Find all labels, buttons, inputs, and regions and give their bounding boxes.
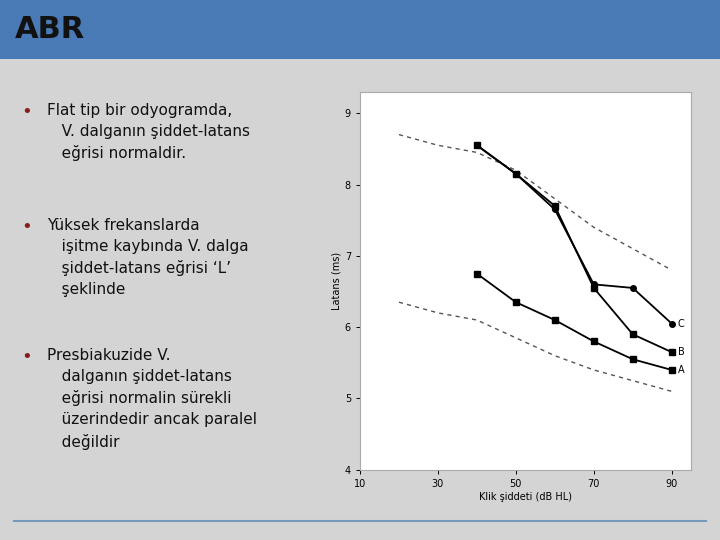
Text: ABR: ABR — [14, 15, 85, 44]
Text: •: • — [22, 218, 32, 236]
Text: •: • — [22, 348, 32, 366]
Text: C: C — [678, 319, 684, 329]
Y-axis label: Latans (ms): Latans (ms) — [332, 252, 342, 310]
Text: A: A — [678, 365, 684, 375]
Text: B: B — [678, 347, 684, 357]
Text: Yüksek frekanslarda
   işitme kaybında V. dalga
   şiddet-latans eğrisi ‘L’
   ş: Yüksek frekanslarda işitme kaybında V. d… — [47, 218, 248, 298]
Text: Presbiakuzide V.
   dalganın şiddet-latans
   eğrisi normalin sürekli
   üzerind: Presbiakuzide V. dalganın şiddet-latans … — [47, 348, 257, 450]
X-axis label: Klik şiddeti (dB HL): Klik şiddeti (dB HL) — [479, 491, 572, 502]
Text: •: • — [22, 103, 32, 120]
Text: Flat tip bir odyogramda,
   V. dalganın şiddet-latans
   eğrisi normaldir.: Flat tip bir odyogramda, V. dalganın şid… — [47, 103, 250, 161]
